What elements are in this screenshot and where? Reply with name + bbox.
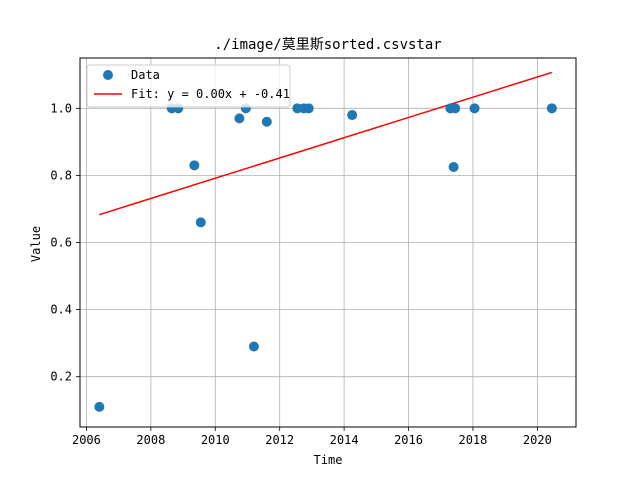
x-tick-label: 2008: [136, 433, 165, 447]
data-point: [261, 116, 272, 127]
x-tick-label: 2006: [72, 433, 101, 447]
y-axis-label: Value: [29, 226, 43, 262]
y-tick-label: 0.8: [50, 168, 72, 182]
x-tick-label: 2010: [201, 433, 230, 447]
x-tick-label: 2018: [458, 433, 487, 447]
chart-title: ./image/莫里斯sorted.csvstar: [214, 37, 441, 53]
x-axis-ticks: 2006 2008 2010 2012 2014 2016 2018 2020: [72, 427, 552, 447]
y-tick-label: 1.0: [50, 101, 72, 115]
data-point: [448, 162, 459, 173]
y-tick-label: 0.2: [50, 370, 72, 384]
x-tick-label: 2014: [330, 433, 359, 447]
legend-label-data: Data: [131, 68, 160, 82]
data-point: [94, 401, 105, 412]
data-point: [469, 103, 480, 114]
fit-line-layer: [99, 71, 553, 216]
legend-marker-data: [103, 70, 113, 80]
y-tick-label: 0.4: [50, 303, 72, 317]
data-point: [195, 217, 206, 228]
data-point: [234, 113, 245, 124]
grid: [80, 58, 576, 427]
x-tick-label: 2016: [394, 433, 423, 447]
data-point: [546, 103, 557, 114]
data-point: [347, 110, 358, 121]
data-point: [189, 160, 200, 171]
data-point: [450, 103, 461, 114]
legend-label-fit: Fit: y = 0.00x + -0.41: [131, 87, 290, 101]
legend: Data Fit: y = 0.00x + -0.41: [86, 64, 291, 108]
legend-box: [86, 64, 291, 108]
data-points-layer: [94, 103, 557, 412]
data-point: [248, 341, 259, 352]
x-axis-label: Time: [314, 453, 343, 467]
x-tick-label: 2012: [265, 433, 294, 447]
x-tick-label: 2020: [523, 433, 552, 447]
y-tick-label: 0.6: [50, 236, 72, 250]
y-axis-ticks: 0.2 0.4 0.6 0.8 1.0: [50, 101, 80, 384]
data-point: [303, 103, 314, 114]
fit-line: [99, 71, 553, 216]
